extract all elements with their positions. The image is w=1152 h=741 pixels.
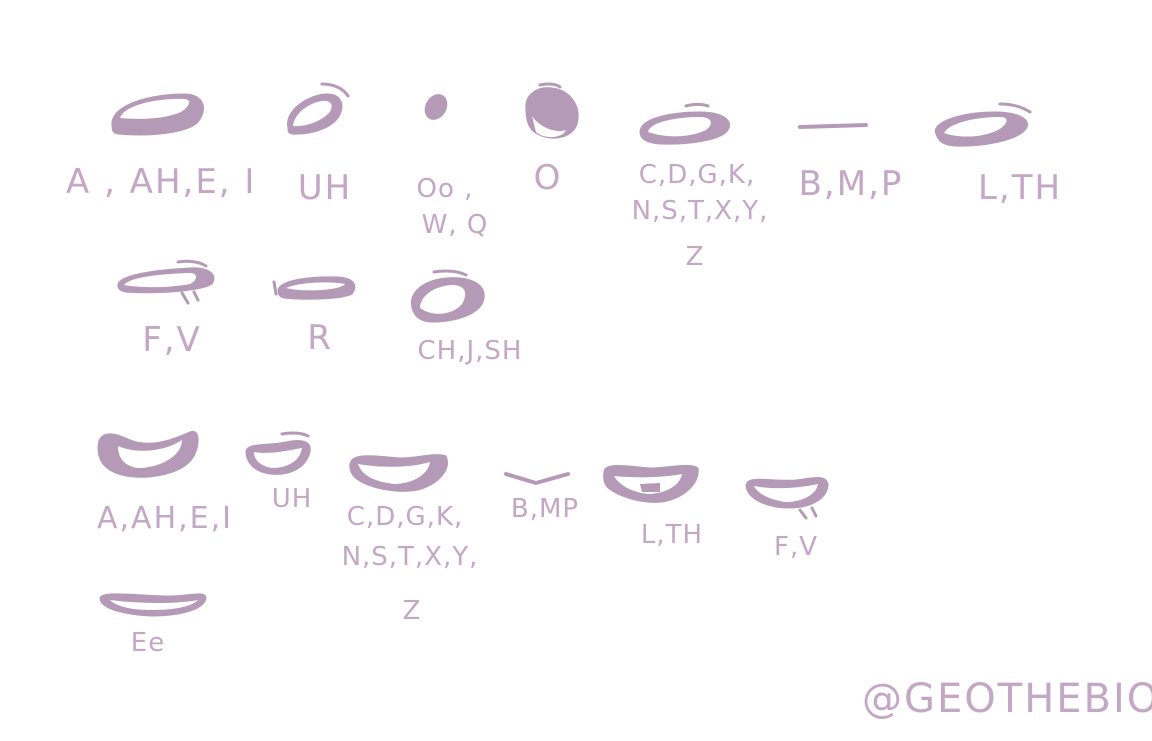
- label-chjsh: CH,J,SH: [417, 336, 523, 366]
- label2-uh: UH: [271, 484, 313, 514]
- label2-lth: L,TH: [640, 520, 704, 550]
- label-cdgk-line2: N,S,T,X,Y,: [631, 196, 769, 226]
- label-r: R: [307, 318, 333, 358]
- label-w-q: W, Q: [421, 210, 489, 240]
- mouth-r-icon: [272, 276, 356, 300]
- label-lth: L,TH: [977, 168, 1063, 208]
- label-fv: F,V: [142, 320, 202, 360]
- label-cdgk-line3: Z: [685, 242, 705, 272]
- mouth2-cdgk-icon: [349, 454, 448, 492]
- mouth2-uh-icon: [245, 431, 311, 475]
- mouth-a-ah-e-i-icon: [111, 93, 204, 136]
- mouth-lth-icon: [934, 102, 1032, 147]
- mouth2-ee-icon: [99, 593, 207, 617]
- label2-a-ah-e-i: A,AH,E,I: [96, 501, 233, 536]
- label2-cdgk-line1: C,D,G,K,: [346, 502, 464, 532]
- mouth2-bmp-icon: [504, 472, 570, 485]
- mouth-o-icon: [525, 82, 579, 139]
- label-o: O: [533, 158, 563, 198]
- label2-bmp: B,MP: [510, 494, 580, 524]
- artist-credit: @GEOTHEBIO: [862, 676, 1152, 722]
- mouth-chjsh-icon: [410, 269, 485, 323]
- mouth2-lth-icon: [603, 464, 699, 503]
- label2-ee: Ee: [130, 628, 166, 658]
- label2-cdgk-line2: N,S,T,X,Y,: [341, 542, 479, 572]
- label-bmp: B,M,P: [798, 164, 904, 204]
- mouth-uh-icon: [287, 82, 350, 135]
- mouth-cdgk-icon: [639, 103, 730, 145]
- mouth2-a-ah-e-i-icon: [97, 430, 199, 478]
- mouth2-fv-icon: [745, 477, 829, 520]
- label-oo: Oo ,: [416, 174, 474, 204]
- mouth-fv-icon: [117, 259, 215, 305]
- label2-cdgk-line3: Z: [402, 596, 422, 626]
- label-cdgk-line1: C,D,G,K,: [638, 160, 756, 190]
- label2-fv: F,V: [773, 532, 818, 562]
- mouth-oo-icon: [424, 94, 448, 120]
- label-uh: UH: [297, 168, 353, 208]
- mouth-bmp-icon: [798, 123, 868, 129]
- label-a-ah-e-i: A , AH,E, I: [66, 162, 257, 202]
